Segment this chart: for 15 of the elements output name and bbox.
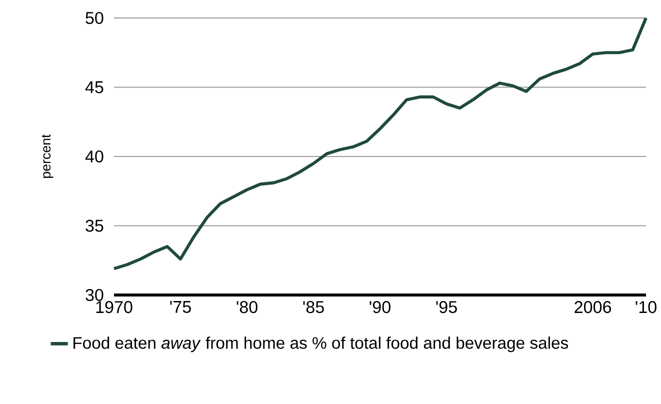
x-tick-label: 1970 <box>96 301 132 314</box>
x-tick-label: '85 <box>303 301 324 314</box>
x-tick-label: '90 <box>370 301 390 314</box>
y-axis-title: percent <box>42 134 54 178</box>
x-tick-label: '75 <box>170 301 191 313</box>
y-tick-label: 30 <box>86 288 104 302</box>
y-tick-label: 45 <box>85 81 104 94</box>
y-tick-label: 35 <box>86 220 104 232</box>
x-tick-label: '80 <box>236 301 258 314</box>
x-tick-label: 2006 <box>574 301 612 314</box>
x-tick-label: '10 <box>636 301 656 314</box>
legend-label: Food eaten away from home as % of total food and beverage sales <box>74 336 568 352</box>
x-tick-label: '95 <box>436 301 457 314</box>
y-tick-label: 50 <box>86 12 104 24</box>
y-tick-label: 40 <box>85 150 104 163</box>
